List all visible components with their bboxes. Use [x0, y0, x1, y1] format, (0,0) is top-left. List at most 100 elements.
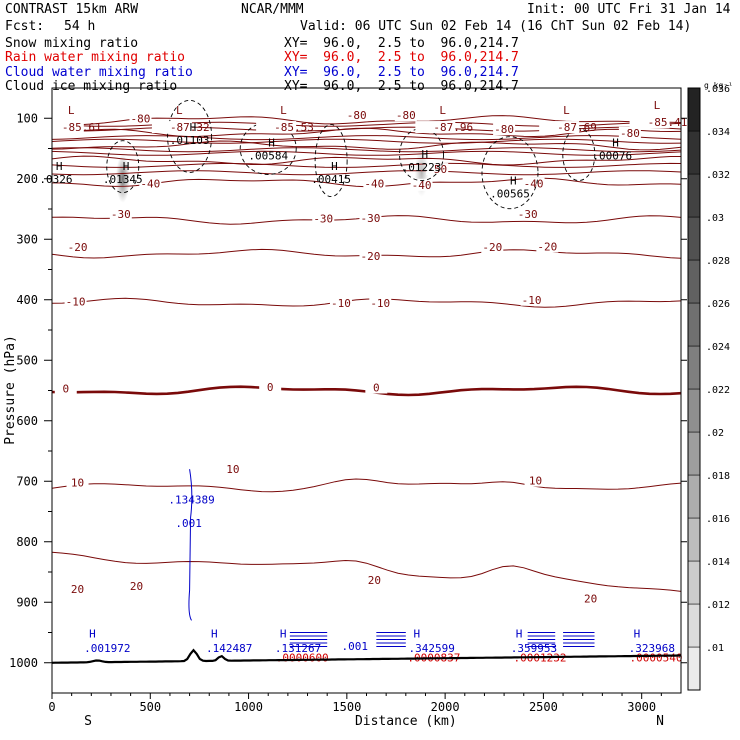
temperature-label-bg: [259, 380, 282, 393]
temperature-label: -10: [522, 294, 542, 307]
ice-low-value: -85.41: [648, 116, 688, 129]
temperature-label-bg: [109, 207, 132, 220]
temperature-label: 0: [62, 383, 69, 396]
y-tick-label: 200: [16, 172, 38, 186]
temperature-label-bg: [426, 163, 449, 176]
temperature-label-bg: [524, 474, 547, 487]
cloud-water-high-value: .001972: [84, 642, 130, 655]
temperature-label: -30: [313, 213, 333, 226]
ice-high-value: .00565: [490, 187, 530, 200]
temperature-label-bg: [579, 592, 602, 605]
temperature-label-bg: [345, 109, 368, 122]
temperature-label: 20: [71, 583, 84, 596]
ice-low-bg: [539, 121, 580, 134]
ice-low-value: -87.69: [557, 121, 597, 134]
colorbar-label: .012: [706, 600, 730, 611]
temperature-label-bg: [363, 177, 386, 190]
temperature-label-bg: [522, 177, 545, 190]
ice-low-value: -85.61: [62, 121, 102, 134]
colorbar-label: .014: [706, 557, 730, 568]
colorbar-segment: [687, 345, 701, 390]
temperature-label: -10: [370, 297, 390, 310]
temperature-label-bg: [125, 579, 148, 592]
cloud-water-column: [188, 469, 193, 621]
temperature-label: -80: [396, 109, 416, 122]
temperature-label-bg: [493, 123, 516, 136]
legend-rain-xy: XY= 96.0, 2.5 to 96.0,214.7: [284, 50, 519, 65]
ice-low-bg: [415, 121, 456, 134]
organization: NCAR/MMM: [241, 2, 304, 17]
ice-contour: [314, 124, 348, 198]
colorbar-segment: [687, 517, 701, 562]
colorbar-segment: [687, 259, 701, 304]
ice-low-marker: L: [176, 104, 183, 117]
temperature-label-bg: [129, 112, 152, 125]
temperature-label: -30: [360, 212, 380, 225]
ice-low-marker: L: [280, 104, 287, 117]
temperature-label-bg: [66, 241, 89, 254]
y-axis-title: Pressure (hPa): [3, 335, 18, 445]
ice-high-value: .01103: [170, 134, 210, 147]
colorbar-label: .03: [706, 213, 724, 224]
colorbar-segment: [687, 302, 701, 347]
y-tick-label: 500: [16, 353, 38, 367]
temperature-label: -20: [68, 241, 88, 254]
legend-snow-name: Snow mixing ratio: [5, 36, 139, 51]
x-tick-label: 1500: [332, 700, 361, 714]
cloud-water-high-value: .131267: [275, 642, 321, 655]
ice-contour: [167, 99, 213, 173]
ice-contour: [106, 140, 140, 194]
temperature-label: -80: [620, 127, 640, 140]
colorbar-label: .022: [706, 385, 730, 396]
x-tick-label: 2000: [431, 700, 460, 714]
colorbar-label: .016: [706, 514, 730, 525]
cloud-water-high-marker: H: [211, 627, 218, 640]
colorbar-label: .036: [706, 84, 730, 95]
temperature-label-bg: [221, 463, 244, 476]
temperature-label-bg: [410, 178, 433, 191]
temperature-label: -20: [360, 250, 380, 263]
temperature-label-bg: [359, 212, 382, 225]
ice-low-bg: [256, 121, 297, 134]
ice-high-marker: H: [422, 148, 429, 161]
temperature-label: -80: [131, 112, 151, 125]
temperature-label: -40: [364, 178, 384, 191]
ice-low-marker: L: [563, 104, 570, 117]
legend-cloud-ice-name: Cloud ice mixing ratio: [5, 79, 178, 94]
model-title: CONTRAST 15km ARW: [5, 2, 139, 17]
temperature-label: -50: [427, 163, 447, 176]
ice-high-marker: H: [510, 174, 517, 187]
temperature-contour-upper: [51, 147, 682, 153]
y-tick-label: 600: [16, 414, 38, 428]
cloud-water-high-value: .342599: [409, 642, 455, 655]
legend-rain-name: Rain water mixing ratio: [5, 50, 186, 65]
y-tick-label: 1000: [9, 656, 38, 670]
temperature-contour-upper: [51, 170, 682, 176]
temperature-contour-10: [51, 478, 682, 493]
ice-high-marker: H: [331, 160, 338, 173]
temperature-label: -20: [537, 241, 557, 254]
temperature-label-bg: [66, 476, 89, 489]
legend-cloud-water-name: Cloud water mixing ratio: [5, 65, 193, 80]
temperature-label-bg: [359, 250, 382, 263]
colorbar-segment: [687, 603, 701, 648]
temperature-label-bg: [312, 212, 335, 225]
temperature-label: 20: [368, 574, 381, 587]
colorbar-segment: [687, 474, 701, 519]
cloud-water-annotation: .001: [341, 640, 368, 653]
temperature-contour-20: [51, 551, 682, 592]
ice-contour: [481, 136, 539, 210]
temperature-label: -10: [66, 296, 86, 309]
temperature-contour--10: [51, 297, 682, 308]
temperature-label-bg: [365, 381, 388, 394]
cloud-water-high-marker: H: [634, 627, 641, 640]
colorbar-segment: [687, 646, 701, 691]
ice-high-marker: H: [190, 121, 197, 134]
temperature-label: -40: [140, 178, 160, 191]
cloud-water-annotation: .001: [175, 517, 202, 530]
y-tick-label: 100: [16, 111, 38, 125]
temperature-contour--50: [51, 155, 681, 166]
init-time: Init: 00 UTC Fri 31 Jan 14: [527, 2, 731, 17]
ice-high-value: .01345: [103, 173, 143, 186]
temperature-label: -30: [111, 208, 131, 221]
